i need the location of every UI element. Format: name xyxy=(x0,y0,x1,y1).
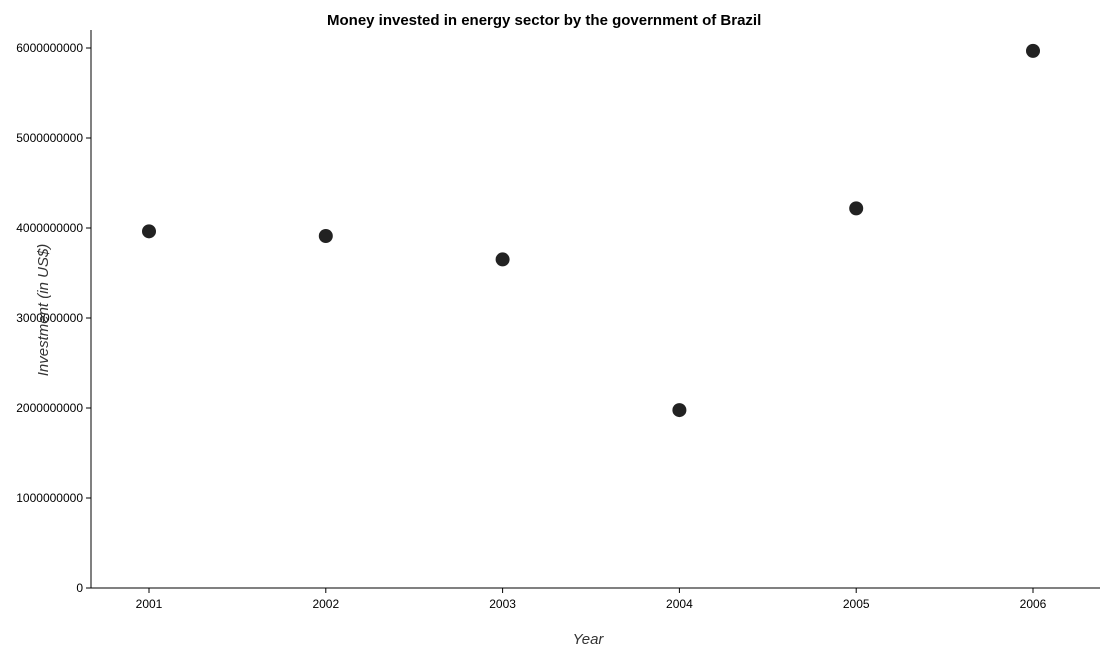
data-point-2004 xyxy=(672,403,687,418)
x-tick-label: 2002 xyxy=(312,597,339,611)
x-axis-ticks: 2001 2002 2003 2004 2005 2006 xyxy=(136,588,1047,611)
chart-title: Money invested in energy sector by the g… xyxy=(327,12,761,29)
data-point-2006 xyxy=(1026,43,1040,58)
y-tick-label: 1000000000 xyxy=(16,491,83,505)
data-points xyxy=(142,43,1040,418)
y-tick-label: 3000000000 xyxy=(16,311,83,325)
x-tick-label: 2003 xyxy=(489,597,516,611)
x-tick-label: 2004 xyxy=(666,597,693,611)
data-point-2002 xyxy=(318,229,333,244)
data-point-2003 xyxy=(495,252,510,267)
data-point-2005 xyxy=(849,201,864,216)
y-axis-label: Investment (in US$) xyxy=(35,244,52,377)
x-tick-label: 2006 xyxy=(1020,597,1047,611)
y-tick-label: 4000000000 xyxy=(16,221,83,235)
y-tick-label: 5000000000 xyxy=(16,131,83,145)
y-tick-label: 0 xyxy=(76,581,83,595)
x-tick-label: 2001 xyxy=(136,597,163,611)
y-tick-label: 6000000000 xyxy=(16,41,83,55)
y-axis-ticks: 0 1000000000 2000000000 3000000000 400000000… xyxy=(16,41,91,595)
y-tick-label: 2000000000 xyxy=(16,401,83,415)
x-tick-label: 2005 xyxy=(843,597,870,611)
x-axis-label: Year xyxy=(573,631,605,648)
data-point-2001 xyxy=(142,224,156,239)
